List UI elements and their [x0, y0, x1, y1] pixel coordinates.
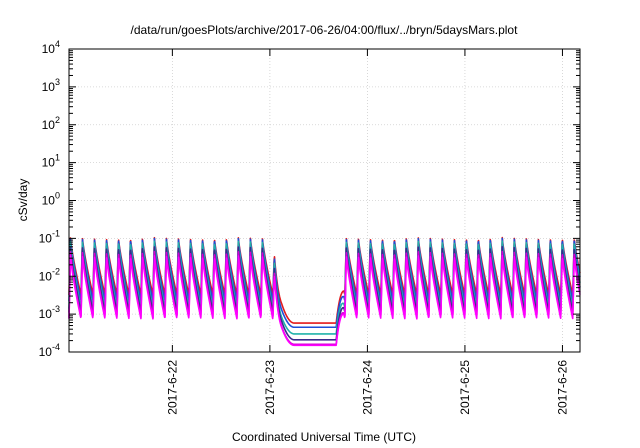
- y-tick-label: 100: [42, 191, 60, 208]
- x-axis-label: Coordinated Universal Time (UTC): [232, 430, 416, 444]
- y-tick-label: 10-3: [39, 304, 60, 321]
- grid: [69, 49, 580, 352]
- x-tick-label: 2017-6-26: [555, 360, 569, 415]
- y-tick-label: 103: [42, 77, 60, 94]
- chart-title: /data/run/goesPlots/archive/2017-06-26/0…: [131, 23, 519, 37]
- y-tick-label: 102: [42, 115, 60, 132]
- x-tick-label: 2017-6-24: [360, 360, 374, 415]
- x-tick-label: 2017-6-23: [263, 360, 277, 415]
- y-tick-label: 104: [42, 39, 60, 56]
- y-tick-labels: 10-4 10-3 10-2 10-1 100 101 102 103 104: [39, 39, 60, 359]
- series-line-6: [68, 254, 581, 347]
- y-tick-label: 10-2: [39, 266, 60, 283]
- y-tick-label: 10-4: [39, 342, 60, 359]
- x-tick-labels: 2017-6-22 2017-6-23 2017-6-24 2017-6-25 2017…: [165, 360, 569, 415]
- series-lines: [68, 236, 581, 347]
- y-tick-label: 10-1: [39, 228, 60, 245]
- axis-ticks: [69, 48, 580, 353]
- x-tick-label: 2017-6-22: [165, 360, 179, 415]
- x-tick-label: 2017-6-25: [458, 360, 472, 415]
- y-axis-label: cSv/day: [16, 179, 30, 222]
- y-tick-label: 101: [42, 153, 60, 170]
